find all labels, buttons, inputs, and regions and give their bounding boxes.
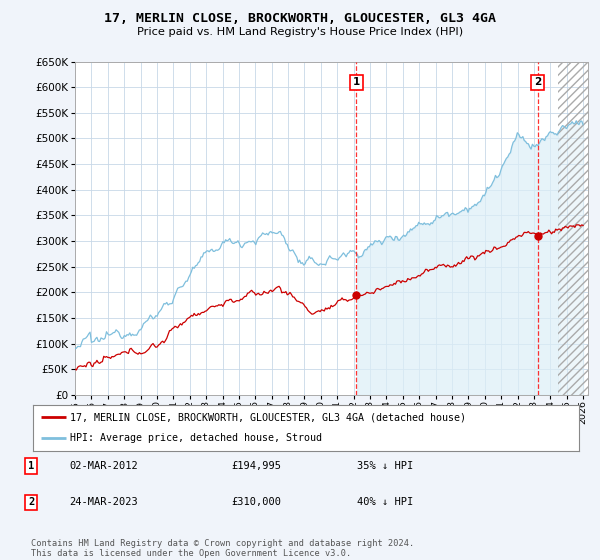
Text: Contains HM Land Registry data © Crown copyright and database right 2024.
This d: Contains HM Land Registry data © Crown c…	[31, 539, 415, 558]
Text: 17, MERLIN CLOSE, BROCKWORTH, GLOUCESTER, GL3 4GA: 17, MERLIN CLOSE, BROCKWORTH, GLOUCESTER…	[104, 12, 496, 25]
Text: 2: 2	[28, 497, 34, 507]
Text: 2: 2	[534, 77, 541, 87]
Text: 02-MAR-2012: 02-MAR-2012	[69, 461, 138, 471]
Bar	[559, 62, 600, 395]
Text: £310,000: £310,000	[231, 497, 281, 507]
Text: 24-MAR-2023: 24-MAR-2023	[69, 497, 138, 507]
Text: 40% ↓ HPI: 40% ↓ HPI	[357, 497, 413, 507]
Text: HPI: Average price, detached house, Stroud: HPI: Average price, detached house, Stro…	[70, 433, 322, 444]
Text: 17, MERLIN CLOSE, BROCKWORTH, GLOUCESTER, GL3 4GA (detached house): 17, MERLIN CLOSE, BROCKWORTH, GLOUCESTER…	[70, 412, 466, 422]
Text: Price paid vs. HM Land Registry's House Price Index (HPI): Price paid vs. HM Land Registry's House …	[137, 27, 463, 37]
Text: 1: 1	[28, 461, 34, 471]
Text: 1: 1	[353, 77, 360, 87]
Text: £194,995: £194,995	[231, 461, 281, 471]
Text: 35% ↓ HPI: 35% ↓ HPI	[357, 461, 413, 471]
